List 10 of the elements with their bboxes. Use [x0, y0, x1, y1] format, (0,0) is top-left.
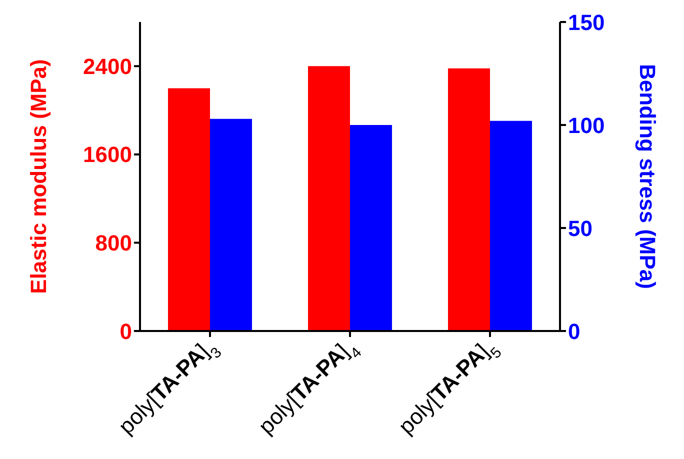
y-tick-label: 2400 [83, 54, 132, 79]
y2-tick-label: 50 [568, 216, 592, 241]
y-tick-label: 800 [95, 230, 132, 256]
y2-axis-title: Bending stress (MPa) [635, 64, 660, 289]
y-tick-label: 0 [120, 318, 132, 344]
y2-tick-label: 100 [568, 112, 605, 138]
y-axis-title: Elastic modulus (MPa) [26, 59, 51, 294]
y2-tick-label: 0 [568, 318, 580, 344]
y-tick-label: 1600 [83, 142, 132, 168]
y2-tick-label: 150 [568, 10, 605, 35]
